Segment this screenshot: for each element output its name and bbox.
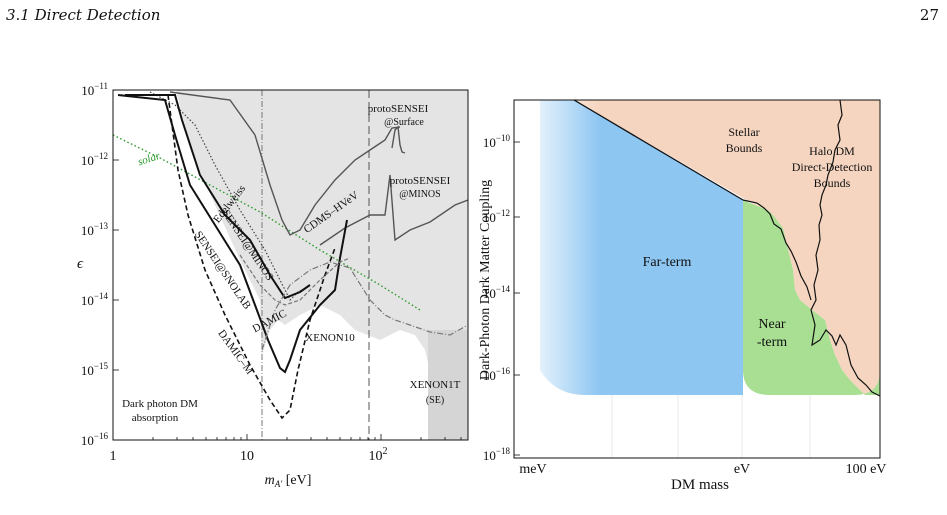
left-xlabel-sub: A' <box>274 479 283 489</box>
label-absorption-2: absorption <box>132 412 179 424</box>
right-y-tick-10-base: 10 <box>483 135 496 150</box>
stellar-bounds-region <box>574 100 880 395</box>
right-plot-frame <box>513 99 881 459</box>
left-y-ticks <box>113 89 119 441</box>
label-proto-minos-1: protoSENSEI <box>390 175 451 187</box>
left-plot: 1 10 102 10−11 10−12 10−13 10−14 10−15 1… <box>77 81 469 489</box>
right-y-tick-16-base: 10 <box>483 368 496 383</box>
proto-surface-curve <box>391 125 406 154</box>
label-halo-3: Bounds <box>814 176 851 190</box>
left-x-ticks <box>112 434 462 440</box>
far-term-fade <box>520 100 600 400</box>
label-proto-surface-2: @Surface <box>384 117 424 128</box>
page-number: 27 <box>919 6 939 24</box>
left-x-tick-100-base: 10 <box>369 449 383 464</box>
left-y-tick-12-base: 10 <box>81 153 94 168</box>
left-y-tick-11: 10−11 <box>81 81 108 98</box>
left-y-tick-13-base: 10 <box>81 223 94 238</box>
left-x-axis-label: mA' [eV] <box>265 473 312 489</box>
sensei-snolab-curve <box>117 94 348 374</box>
label-halo-2: Direct-Detection <box>792 160 873 174</box>
left-plot-frame <box>112 89 469 441</box>
left-y-tick-14-exp: −14 <box>94 291 109 301</box>
running-header-section: 3.1 Direct Detection <box>6 6 161 24</box>
left-y-tick-13: 10−13 <box>81 221 109 238</box>
label-stellar-1: Stellar <box>728 125 759 139</box>
left-y-tick-12: 10−12 <box>81 151 108 168</box>
right-x-tick-mev: meV <box>519 462 546 477</box>
right-plot: 10−10 10−12 10−14 10−16 10−18 meV eV 100… <box>478 99 887 493</box>
cdms-hvev-curve <box>169 91 401 236</box>
label-halo-1: Halo DM <box>809 144 855 158</box>
right-x-tick-ev: eV <box>734 462 750 477</box>
left-y-tick-15-base: 10 <box>81 363 94 378</box>
right-y-tick-12-base: 10 <box>483 210 496 225</box>
near-term-region <box>743 200 880 395</box>
label-xenon10: XENON10 <box>305 332 355 344</box>
right-y-tick-16-exp: −16 <box>496 366 511 376</box>
left-y-tick-13-exp: −13 <box>94 221 109 231</box>
label-near-2: -term <box>757 335 787 350</box>
right-y-tick-14-exp: −14 <box>496 284 511 294</box>
right-y-axis-label: Dark-Photon Dark Matter Coupling <box>478 180 493 380</box>
left-y-tick-12-exp: −12 <box>94 151 108 161</box>
damic-curve <box>239 254 351 306</box>
right-x-axis-label: DM mass <box>671 477 729 493</box>
proto-minos-curve <box>319 174 468 246</box>
right-y-tick-18-base: 10 <box>483 448 496 463</box>
label-xenon1t-2: (SE) <box>426 395 444 406</box>
left-y-tick-11-exp: −11 <box>94 81 108 91</box>
left-xlabel-unit: [eV] <box>282 473 311 488</box>
left-xlabel-main: m <box>265 473 275 488</box>
label-far-term: Far-term <box>643 255 692 270</box>
label-xenon1t-1: XENON1T <box>410 379 461 391</box>
right-y-tick-14-base: 10 <box>483 286 496 301</box>
left-y-axis-label: ϵ <box>77 256 84 272</box>
right-x-tick-100ev: 100 eV <box>846 462 887 477</box>
right-y-tick-18-exp: −18 <box>496 446 511 456</box>
left-y-tick-16-base: 10 <box>81 433 94 448</box>
label-proto-minos-2: @MINOS <box>399 189 440 200</box>
solar-curve <box>113 134 421 311</box>
xenon10-curve <box>261 261 468 351</box>
left-y-tick-14-base: 10 <box>81 293 94 308</box>
left-x-tick-10: 10 <box>240 449 254 464</box>
right-y-tick-10: 10−10 <box>483 133 511 150</box>
left-y-tick-16: 10−16 <box>81 431 109 448</box>
near-term-edge-line <box>742 199 812 301</box>
label-absorption-1: Dark photon DM <box>122 398 198 410</box>
left-y-tick-16-exp: −16 <box>94 431 109 441</box>
stellar-bound-line <box>573 100 744 201</box>
left-x-tick-100: 102 <box>369 446 388 464</box>
halo-bound-line <box>810 100 880 397</box>
right-y-tick-12: 10−12 <box>483 208 510 225</box>
left-x-tick-100-exp: 2 <box>383 446 388 457</box>
label-proto-surface-1: protoSENSEI <box>368 103 429 115</box>
right-y-tick-12-exp: −12 <box>496 208 510 218</box>
right-y-ticks <box>514 141 520 456</box>
damic-m-curve <box>167 94 336 420</box>
sensei-minos-curve <box>125 94 311 300</box>
xenon1t-region <box>428 330 468 440</box>
right-y-tick-18: 10−18 <box>483 446 511 463</box>
right-y-tick-10-exp: −10 <box>496 133 511 143</box>
left-y-tick-11-base: 10 <box>81 83 94 98</box>
left-y-tick-15-exp: −15 <box>94 361 109 371</box>
right-y-tick-14: 10−14 <box>483 284 511 301</box>
left-y-tick-15: 10−15 <box>81 361 109 378</box>
left-x-tick-1: 1 <box>110 449 117 464</box>
label-stellar-2: Bounds <box>726 141 763 155</box>
label-near-1: Near <box>758 317 786 332</box>
left-y-tick-14: 10−14 <box>81 291 109 308</box>
excluded-region <box>176 90 468 440</box>
right-y-tick-16: 10−16 <box>483 366 511 383</box>
